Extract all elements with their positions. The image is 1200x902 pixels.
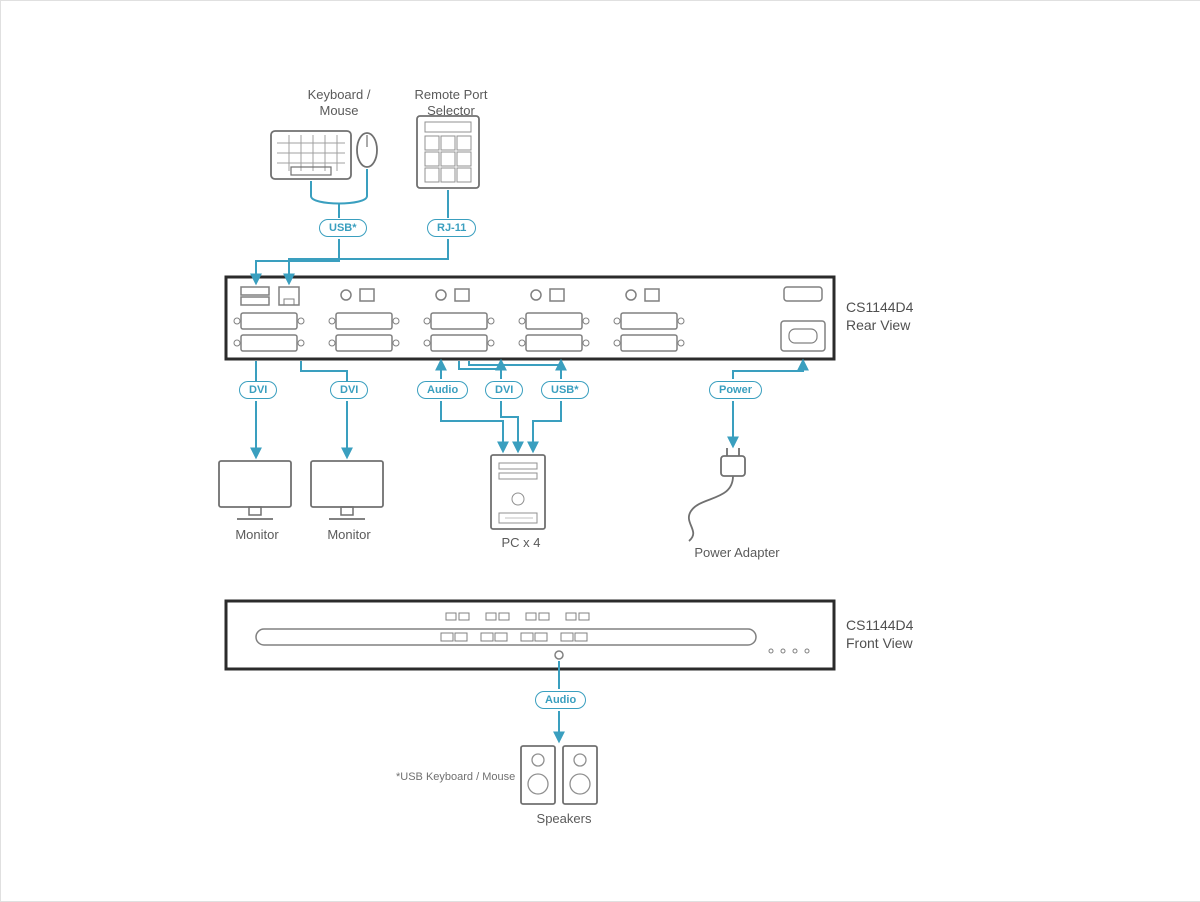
speakers-label: Speakers xyxy=(529,811,599,827)
mouse-icon xyxy=(357,133,377,167)
front-view-label: CS1144D4Front View xyxy=(846,617,913,652)
power-adapter-label: Power Adapter xyxy=(677,545,797,561)
pill-dvi-mid: DVI xyxy=(485,381,523,399)
footnote: *USB Keyboard / Mouse xyxy=(396,771,515,783)
pc-label: PC x 4 xyxy=(491,535,551,551)
rear-panel xyxy=(226,277,834,359)
pill-power: Power xyxy=(709,381,762,399)
pill-dvi2: DVI xyxy=(330,381,368,399)
monitor1-icon xyxy=(219,461,291,519)
pill-audio-mid: Audio xyxy=(417,381,468,399)
keyboard-mouse-label: Keyboard /Mouse xyxy=(289,87,389,118)
remote-port-selector-label: Remote PortSelector xyxy=(401,87,501,118)
remote-port-selector-icon xyxy=(417,116,479,188)
pc-icon xyxy=(491,455,545,529)
pill-audio-front: Audio xyxy=(535,691,586,709)
front-panel xyxy=(226,601,834,669)
monitor2-icon xyxy=(311,461,383,519)
pill-usb-mid: USB* xyxy=(541,381,589,399)
pill-rj11: RJ-11 xyxy=(427,219,476,237)
power-cable xyxy=(733,361,803,446)
power-plug-icon xyxy=(689,448,745,541)
monitor2-label: Monitor xyxy=(319,527,379,543)
diagram-canvas xyxy=(1,1,1200,901)
pill-dvi1: DVI xyxy=(239,381,277,399)
keyboard-icon xyxy=(271,131,351,179)
pill-usb-top: USB* xyxy=(319,219,367,237)
rear-view-label: CS1144D4Rear View xyxy=(846,299,913,334)
monitor1-label: Monitor xyxy=(227,527,287,543)
speakers-icon xyxy=(521,746,597,804)
